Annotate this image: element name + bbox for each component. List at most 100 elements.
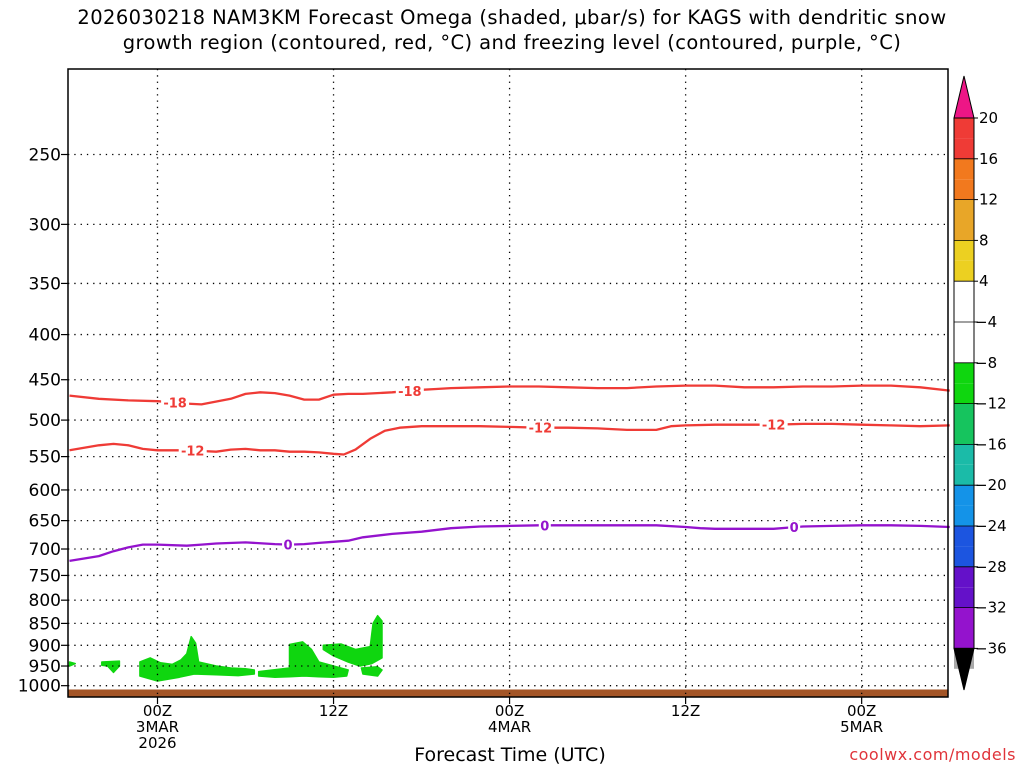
x-tick-label: 12Z <box>274 703 394 719</box>
x-tick-label-line: 4MAR <box>487 718 532 736</box>
x-tick-label-line: 5MAR <box>840 718 884 736</box>
colorbar-label: 12 <box>979 191 998 209</box>
x-tick-label-line: 3MAR <box>135 718 180 736</box>
colorbar-label: −12 <box>975 395 1007 413</box>
colorbar-segment <box>954 118 974 139</box>
colorbar-label: 8 <box>979 231 989 249</box>
omega-blob <box>322 614 383 667</box>
colorbar-segment <box>954 464 974 486</box>
contour-lines: -18 -18 -12 -12 -12 0 0 0 <box>69 383 950 563</box>
colorbar-segment <box>954 546 974 567</box>
contour-label: 0 <box>284 539 293 554</box>
contour-label-background <box>759 417 788 432</box>
y-tick-label: 300 <box>29 215 61 235</box>
contour-label-background <box>526 420 555 435</box>
colorbar-segment <box>954 505 974 526</box>
credit-link[interactable]: coolwx.com/models <box>849 745 1016 764</box>
omega-blob <box>360 666 383 677</box>
x-tick-label-line: 2026 <box>138 734 177 752</box>
colorbar-segment <box>954 342 974 363</box>
colorbar-segment <box>954 322 974 343</box>
colorbar-label: −24 <box>975 517 1007 535</box>
contour-label-background <box>282 537 295 552</box>
colorbar-segment <box>954 240 974 261</box>
y-tick-label: 850 <box>29 614 61 634</box>
colorbar-label: −4 <box>975 313 997 331</box>
x-tick-label-line: 00Z <box>494 702 525 720</box>
colorbar-segment <box>954 138 974 159</box>
colorbar: 20 16 12 8 4 −4 −8 −12 −16 −20 −24 −28 −32 −36 <box>953 75 1007 691</box>
contour-label-background <box>161 395 190 410</box>
plot-background <box>68 69 948 697</box>
colorbar-bottom-arrow <box>953 647 975 691</box>
omega-blob <box>68 661 77 667</box>
x-tick-label: 00Z 4MAR <box>450 703 570 735</box>
colorbar-segment <box>954 220 974 241</box>
x-tick-label-line: 12Z <box>318 702 349 720</box>
colorbar-segment <box>954 424 974 445</box>
y-tick-label: 500 <box>29 411 61 431</box>
contour-label: -18 <box>163 397 187 412</box>
omega-blob <box>101 660 121 674</box>
colorbar-segment <box>954 383 974 404</box>
contour-label: 0 <box>540 519 549 534</box>
colorbar-label: −28 <box>975 558 1007 576</box>
x-tick-label: 00Z 3MAR 2026 <box>98 703 218 751</box>
y-tick-label: 350 <box>29 274 61 294</box>
contour-label-background <box>788 520 801 535</box>
y-tick-label: 1000 <box>18 677 61 697</box>
colorbar-segment <box>954 566 974 588</box>
y-tick-label: 900 <box>29 636 61 656</box>
contour-label: 0 <box>790 521 799 536</box>
y-tick-label: 700 <box>29 540 61 560</box>
colorbar-segment <box>954 444 974 465</box>
colorbar-segment <box>954 281 974 302</box>
colorbar-label: −8 <box>975 354 997 372</box>
y-tick-label: 550 <box>29 448 61 468</box>
contour-label: -12 <box>529 422 553 437</box>
colorbar-segment <box>954 362 974 384</box>
colorbar-segment <box>954 260 974 282</box>
colorbar-label: −16 <box>975 435 1007 453</box>
colorbar-segment <box>954 526 974 547</box>
plot-frame <box>67 68 949 698</box>
colorbar-segment <box>954 628 974 649</box>
y-tick-label: 250 <box>29 145 61 165</box>
contour-line <box>69 384 950 406</box>
contour-label: -12 <box>762 419 786 434</box>
grid-lines <box>68 69 948 697</box>
colorbar-segment <box>954 179 974 200</box>
colorbar-segment <box>954 199 974 220</box>
chart-title-line-1: 2026030218 NAM3KM Forecast Omega (shaded… <box>77 6 947 29</box>
contour-label-background <box>178 443 207 458</box>
x-tick-label: 12Z <box>626 703 746 719</box>
terrain-fill <box>68 689 948 697</box>
omega-blob <box>257 641 349 678</box>
y-tick-label: 600 <box>29 481 61 501</box>
x-axis <box>156 697 863 704</box>
colorbar-segment <box>954 607 974 628</box>
contour-line <box>69 524 950 563</box>
colorbar-segment <box>954 158 974 180</box>
y-tick-label: 800 <box>29 591 61 611</box>
colorbar-label: −32 <box>975 599 1007 617</box>
x-axis-title: Forecast Time (UTC) <box>414 744 606 766</box>
omega-shading <box>68 614 383 682</box>
x-tick-label-line: 00Z <box>846 702 877 720</box>
colorbar-label: −20 <box>975 476 1007 494</box>
contour-label-background <box>395 383 424 398</box>
colorbar-label: 16 <box>979 150 998 168</box>
contour-label: -12 <box>181 445 205 460</box>
x-tick-label: 00Z 5MAR <box>802 703 922 735</box>
colorbar-label: 20 <box>979 109 998 127</box>
y-tick-label: 400 <box>29 326 61 346</box>
contour-label-background <box>538 518 551 533</box>
colorbar-label: −36 <box>975 639 1007 657</box>
chart-title-line-2: growth region (contoured, red, °C) and f… <box>122 31 902 54</box>
y-tick-label: 750 <box>29 566 61 586</box>
y-tick-label: 450 <box>29 371 61 391</box>
colorbar-label: 4 <box>979 272 989 290</box>
colorbar-segment <box>954 403 974 424</box>
omega-blob <box>139 635 256 682</box>
